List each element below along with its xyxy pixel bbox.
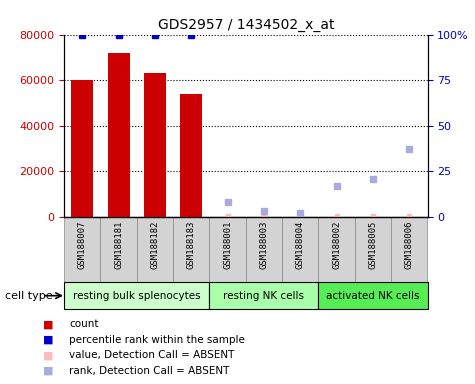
Text: rank, Detection Call = ABSENT: rank, Detection Call = ABSENT <box>69 366 229 376</box>
Text: percentile rank within the sample: percentile rank within the sample <box>69 335 245 345</box>
Bar <box>144 73 166 217</box>
Bar <box>209 282 318 309</box>
Text: ■: ■ <box>43 335 53 345</box>
Text: GSM188005: GSM188005 <box>369 220 378 268</box>
Bar <box>173 217 209 282</box>
Text: GSM188182: GSM188182 <box>151 220 160 268</box>
Text: GSM188001: GSM188001 <box>223 220 232 268</box>
Text: resting bulk splenocytes: resting bulk splenocytes <box>73 291 200 301</box>
Bar <box>355 217 391 282</box>
Bar <box>64 217 101 282</box>
Text: activated NK cells: activated NK cells <box>326 291 420 301</box>
Title: GDS2957 / 1434502_x_at: GDS2957 / 1434502_x_at <box>158 18 334 32</box>
Bar <box>64 282 209 309</box>
Bar <box>71 80 93 217</box>
Text: resting NK cells: resting NK cells <box>223 291 304 301</box>
Bar <box>209 217 246 282</box>
Text: GSM188004: GSM188004 <box>296 220 305 268</box>
Bar <box>318 217 355 282</box>
Text: GSM188002: GSM188002 <box>332 220 341 268</box>
Text: ■: ■ <box>43 350 53 360</box>
Bar <box>101 217 137 282</box>
Bar <box>137 217 173 282</box>
Bar <box>246 217 282 282</box>
Text: GSM188007: GSM188007 <box>78 220 87 268</box>
Bar <box>180 94 202 217</box>
Bar <box>391 217 428 282</box>
Text: value, Detection Call = ABSENT: value, Detection Call = ABSENT <box>69 350 234 360</box>
Text: cell type: cell type <box>5 291 52 301</box>
Text: GSM188181: GSM188181 <box>114 220 123 268</box>
Text: GSM188183: GSM188183 <box>187 220 196 268</box>
Text: GSM188006: GSM188006 <box>405 220 414 268</box>
Text: ■: ■ <box>43 366 53 376</box>
Bar <box>318 282 428 309</box>
Bar <box>108 53 130 217</box>
Text: GSM188003: GSM188003 <box>259 220 268 268</box>
Text: count: count <box>69 319 98 329</box>
Bar <box>282 217 318 282</box>
Text: ■: ■ <box>43 319 53 329</box>
